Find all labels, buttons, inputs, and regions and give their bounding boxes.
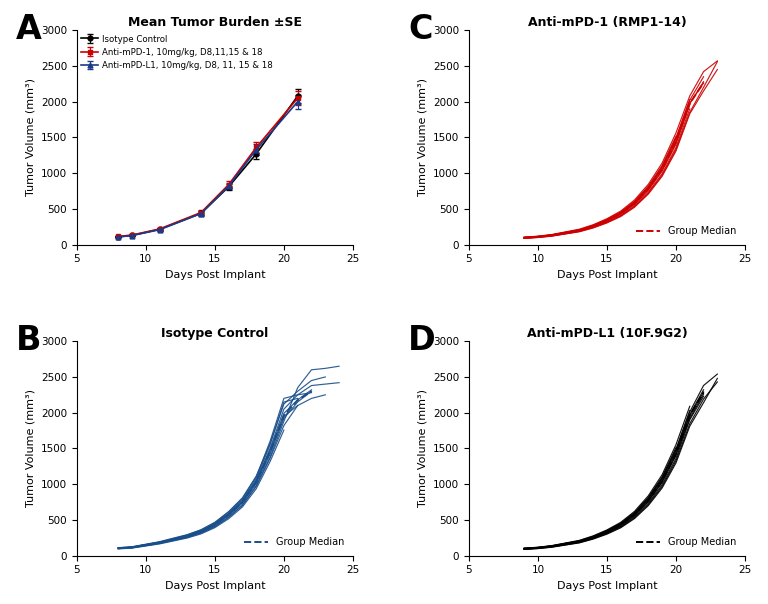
Group Median bbox=[114, 545, 123, 552]
Group Median bbox=[685, 100, 694, 107]
Group Median bbox=[266, 448, 275, 455]
Group Median bbox=[657, 478, 667, 485]
Group Median bbox=[588, 223, 598, 230]
Group Median bbox=[588, 534, 598, 541]
Group Median bbox=[547, 232, 556, 239]
X-axis label: Days Post Implant: Days Post Implant bbox=[164, 581, 265, 591]
Group Median bbox=[671, 450, 680, 457]
Title: Anti-mPD-L1 (10F.9G2): Anti-mPD-L1 (10F.9G2) bbox=[527, 327, 687, 340]
Group Median bbox=[252, 478, 261, 486]
Legend: Group Median: Group Median bbox=[240, 533, 348, 551]
Line: Group Median: Group Median bbox=[118, 391, 312, 548]
Line: Group Median: Group Median bbox=[524, 393, 703, 549]
Group Median bbox=[630, 512, 639, 519]
Group Median bbox=[197, 528, 206, 535]
Y-axis label: Tumor Volume (mm³): Tumor Volume (mm³) bbox=[417, 390, 427, 507]
Group Median bbox=[644, 185, 653, 193]
Text: A: A bbox=[16, 13, 42, 46]
Group Median bbox=[616, 210, 625, 217]
Y-axis label: Tumor Volume (mm³): Tumor Volume (mm³) bbox=[25, 390, 35, 507]
Group Median bbox=[127, 544, 137, 551]
Legend: Isotype Control, Anti-mPD-1, 10mg/kg, D8,11,15 & 18, Anti-mPD-L1, 10mg/kg, D8, 1: Isotype Control, Anti-mPD-1, 10mg/kg, D8… bbox=[81, 34, 273, 70]
Group Median bbox=[644, 497, 653, 504]
Text: D: D bbox=[408, 324, 436, 357]
Group Median bbox=[238, 498, 247, 506]
Group Median bbox=[547, 543, 556, 550]
Group Median bbox=[671, 138, 680, 146]
Group Median bbox=[602, 528, 611, 536]
Group Median bbox=[699, 389, 708, 396]
Group Median bbox=[307, 388, 316, 395]
Title: Anti-mPD-1 (RMP1-14): Anti-mPD-1 (RMP1-14) bbox=[528, 16, 687, 29]
Line: Group Median: Group Median bbox=[524, 83, 703, 238]
Group Median bbox=[155, 539, 164, 547]
X-axis label: Days Post Implant: Days Post Implant bbox=[164, 270, 265, 280]
Group Median bbox=[574, 227, 584, 234]
Group Median bbox=[685, 412, 694, 419]
Legend: Group Median: Group Median bbox=[632, 222, 740, 240]
Group Median bbox=[574, 538, 584, 545]
Y-axis label: Tumor Volume (mm³): Tumor Volume (mm³) bbox=[417, 79, 427, 196]
Group Median bbox=[699, 79, 708, 86]
Group Median bbox=[519, 545, 528, 553]
Group Median bbox=[533, 544, 542, 551]
Text: B: B bbox=[16, 324, 41, 357]
Text: C: C bbox=[408, 13, 432, 46]
Title: Isotype Control: Isotype Control bbox=[161, 327, 269, 340]
Group Median bbox=[280, 412, 289, 419]
Group Median bbox=[616, 521, 625, 528]
Y-axis label: Tumor Volume (mm³): Tumor Volume (mm³) bbox=[25, 79, 35, 196]
Group Median bbox=[657, 166, 667, 173]
X-axis label: Days Post Implant: Days Post Implant bbox=[557, 270, 657, 280]
Group Median bbox=[630, 200, 639, 207]
Group Median bbox=[224, 512, 233, 519]
X-axis label: Days Post Implant: Days Post Implant bbox=[557, 581, 657, 591]
Group Median bbox=[533, 233, 542, 240]
Group Median bbox=[602, 217, 611, 225]
Title: Mean Tumor Burden ±SE: Mean Tumor Burden ±SE bbox=[127, 16, 302, 29]
Legend: Group Median: Group Median bbox=[632, 533, 740, 551]
Group Median bbox=[210, 521, 220, 528]
Group Median bbox=[519, 234, 528, 242]
Group Median bbox=[293, 397, 303, 404]
Group Median bbox=[183, 533, 192, 540]
